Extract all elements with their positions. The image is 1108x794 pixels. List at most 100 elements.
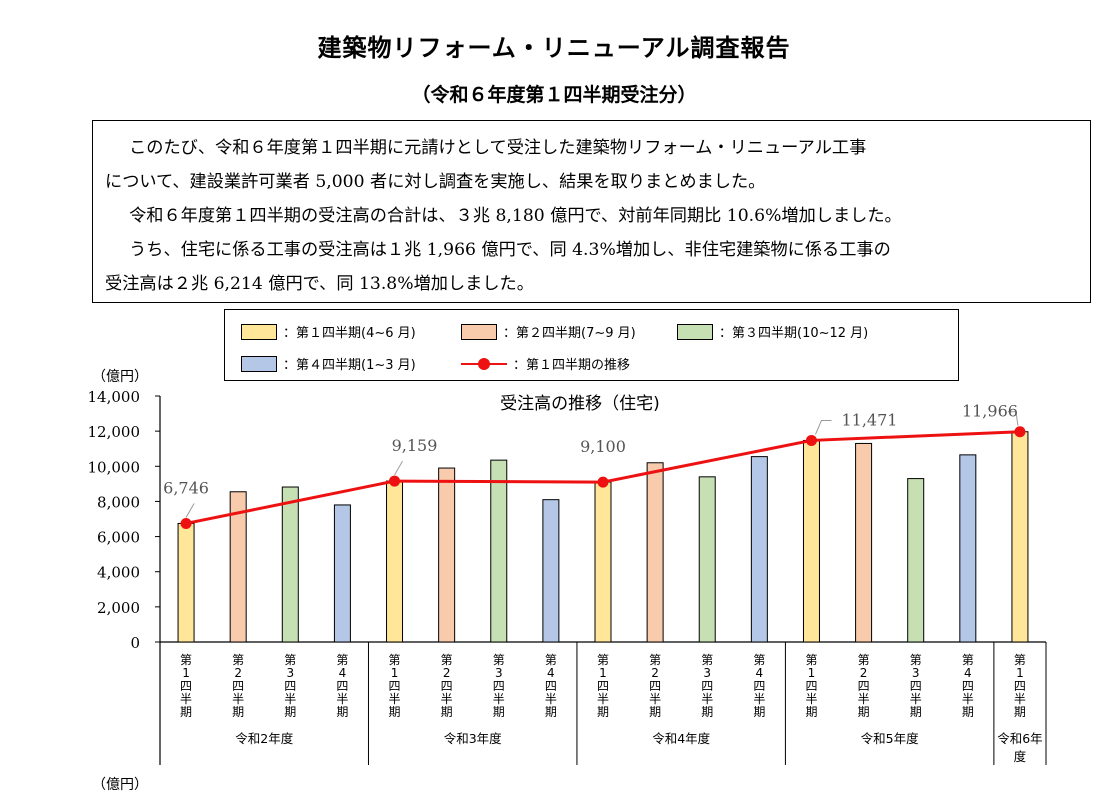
x-tick-label-char: 第 [753, 653, 765, 667]
x-tick-label-char: 半 [597, 692, 609, 706]
x-tick-label-char: 半 [232, 692, 244, 706]
x-tick-label-char: 半 [858, 692, 870, 706]
x-tick-label-char: 四 [858, 679, 870, 693]
trend-point [597, 476, 609, 488]
legend-label: ：第１四半期の推移 [513, 358, 631, 373]
x-tick-label-char: 半 [284, 692, 296, 706]
bar-chart: （億円） 受注高の推移（住宅) 0 2,000 4,000 6,000 8,000 10,00… [88, 369, 1047, 765]
x-tick-label-char: 第 [180, 653, 192, 667]
x-tick-label-char: 第 [1014, 653, 1026, 667]
data-label-leader [1007, 411, 1019, 426]
x-tick-label-char: 第 [597, 653, 609, 667]
x-tick-label-char: 期 [180, 705, 192, 719]
x-tick-label-char: 半 [701, 692, 713, 706]
x-tick-label-char: 期 [597, 705, 609, 719]
x-tick-label-group: 第1四半期 [389, 653, 401, 719]
legend-swatch [241, 323, 277, 340]
x-tick-label-char: 2 [443, 666, 451, 680]
x-tick-label-char: 期 [858, 705, 870, 719]
x-tick-label-char: 期 [493, 705, 505, 719]
x-tick-label-char: 四 [545, 679, 557, 693]
x-tick-label-char: 期 [545, 705, 557, 719]
x-tick-label-char: 四 [805, 679, 817, 693]
x-tick-label-char: 半 [389, 692, 401, 706]
data-label: 11,966 [962, 402, 1018, 421]
data-label-leader [815, 419, 832, 435]
x-tick-label-char: 3 [703, 666, 711, 680]
legend-swatch [677, 323, 713, 340]
x-tick-label-char: 半 [545, 692, 557, 706]
summary-box: このたび、令和６年度第１四半期に元請けとして受注した建築物リフォーム・リニューア… [92, 120, 1091, 303]
x-tick-label-group: 第4四半期 [962, 653, 974, 719]
x-tick-label-group: 第1四半期 [1014, 653, 1026, 719]
x-tick-label-char: 期 [701, 705, 713, 719]
x-group-label: 令和5年度 [861, 731, 919, 746]
x-tick-label-char: 期 [910, 705, 922, 719]
x-tick-label-char: 第 [649, 653, 661, 667]
x-tick-label-char: 2 [860, 666, 868, 680]
x-tick-label-char: 期 [441, 705, 453, 719]
x-group-label: 令和3年度 [444, 731, 502, 746]
bar-q4 [333, 504, 351, 643]
x-tick-label-group: 第3四半期 [701, 653, 713, 719]
y-tick-label: 10,000 [88, 458, 141, 476]
x-tick-label-char: 半 [910, 692, 922, 706]
x-tick-label-char: 1 [1016, 666, 1024, 680]
trend-point [389, 475, 401, 487]
x-tick-label-char: 四 [441, 679, 453, 693]
x-tick-label-char: 第 [389, 653, 401, 667]
legend-label: ：第１四半期(4~6 月) [283, 326, 416, 341]
summary-line: 令和６年度第１四半期の受注高の合計は、３兆 8,180 億円で、対前年同期比 1… [129, 206, 902, 226]
x-tick-label-char: 1 [391, 666, 399, 680]
x-tick-label-char: 四 [1014, 679, 1026, 693]
x-tick-label-char: 2 [651, 666, 659, 680]
x-tick-label-char: 第 [336, 653, 348, 667]
x-tick-label-char: 3 [495, 666, 503, 680]
data-label-leader [394, 460, 403, 476]
x-tick-label-char: 第 [805, 653, 817, 667]
legend-item-q4: ：第４四半期(1~3 月) [241, 354, 416, 373]
y-tick-label: 6,000 [97, 529, 140, 547]
legend-line-marker [461, 357, 507, 371]
summary-line: について、建設業許可業者 5,000 者に対し調査を実施し、結果を取りまとめまし… [105, 172, 766, 192]
x-tick-label-char: 四 [910, 679, 922, 693]
x-tick-label-char: 四 [389, 679, 401, 693]
x-tick-label-char: 四 [649, 679, 661, 693]
x-tick-label-group: 第2四半期 [858, 653, 870, 719]
x-tick-label-char: 第 [545, 653, 557, 667]
y-axis-label: （億円） [92, 369, 148, 385]
bar-q3 [698, 476, 716, 643]
bar-q3 [281, 486, 299, 643]
x-tick-label-char: 期 [1014, 705, 1026, 719]
data-label: 6,746 [163, 478, 209, 497]
bar-q1 [386, 480, 404, 643]
x-tick-label-char: 3 [912, 666, 920, 680]
x-tick-label-char: 四 [232, 679, 244, 693]
bar-q4 [542, 499, 560, 643]
bar-q3 [907, 478, 925, 643]
page-subtitle: （令和６年度第１四半期受注分） [411, 84, 697, 106]
x-tick-label-char: 半 [1014, 692, 1026, 706]
summary-line: うち、住宅に係る工事の受注高は１兆 1,966 億円で、同 4.3%増加し、非住… [129, 240, 891, 260]
x-tick-label-char: 四 [962, 679, 974, 693]
x-tick-label-char: 第 [441, 653, 453, 667]
x-tick-label-char: 3 [286, 666, 294, 680]
x-tick-label-group: 第1四半期 [597, 653, 609, 719]
chart-legend: ：第１四半期(4~6 月) ：第２四半期(7~9 月) ：第３四半期(10~12… [224, 309, 959, 381]
y-tick-label: 14,000 [88, 388, 141, 406]
x-group-label: 令和4年度 [652, 731, 710, 746]
x-tick-label-char: 半 [336, 692, 348, 706]
x-group-label: 令和2年度 [235, 731, 293, 746]
legend-label: ：第４四半期(1~3 月) [283, 358, 416, 373]
x-tick-label-group: 第2四半期 [232, 653, 244, 719]
x-tick-label-char: 期 [805, 705, 817, 719]
x-tick-label-char: 第 [962, 653, 974, 667]
x-tick-label-char: 四 [493, 679, 505, 693]
x-tick-label-char: 期 [389, 705, 401, 719]
legend-item-q1: ：第１四半期(4~6 月) [241, 322, 416, 341]
x-tick-label-group: 第4四半期 [753, 653, 765, 719]
bar-q1 [177, 522, 195, 643]
data-label-leader [185, 503, 195, 518]
data-label: 9,100 [580, 437, 626, 456]
x-tick-label-char: 第 [232, 653, 244, 667]
